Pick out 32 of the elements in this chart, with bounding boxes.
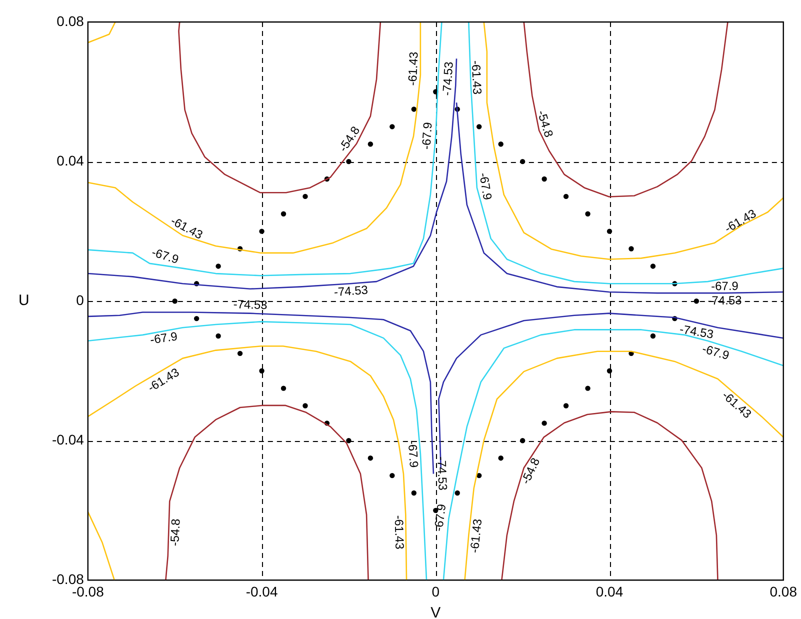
- annotation: -61.43: [405, 51, 421, 86]
- annotation: -67.9: [700, 342, 732, 363]
- annotation: -61.43: [392, 515, 407, 550]
- x-tick-label: 0.04: [596, 583, 624, 600]
- x-tick-label: 0.08: [770, 583, 798, 600]
- x-tick-label: 0: [432, 583, 440, 600]
- annotation: -67.9: [431, 502, 449, 532]
- annotation: -74.53: [333, 282, 369, 300]
- annotation: -67.9: [149, 329, 179, 347]
- annotation: -61.43: [168, 214, 206, 242]
- annotation: -67.9: [419, 121, 435, 150]
- y-tick-label: -0.04: [52, 432, 84, 448]
- annotation: -74.53: [434, 456, 450, 492]
- y-axis-title: U: [18, 292, 30, 310]
- x-axis-title: V: [430, 604, 441, 619]
- annotation: -61.43: [467, 518, 485, 554]
- annotation: -67.9: [711, 278, 739, 294]
- annotation: -74.53: [440, 60, 456, 96]
- annotation: -67.9: [476, 172, 495, 202]
- annotation: -74.53: [708, 293, 742, 308]
- annotation: -67.9: [405, 440, 422, 468]
- y-tick-label: 0: [76, 292, 84, 308]
- y-tick-label: 0.08: [56, 12, 84, 29]
- annotation: -54.8: [518, 455, 543, 486]
- annotation: -74.53: [233, 297, 268, 312]
- annotation: -67.9: [150, 245, 181, 267]
- y-tick-label: 0.04: [56, 152, 84, 168]
- x-tick-label: -0.04: [246, 583, 278, 600]
- annotation: -61.43: [468, 60, 484, 96]
- annotation: -54.8: [168, 518, 183, 546]
- annotation: -54.8: [534, 108, 556, 140]
- annotation: -74.53: [678, 322, 715, 342]
